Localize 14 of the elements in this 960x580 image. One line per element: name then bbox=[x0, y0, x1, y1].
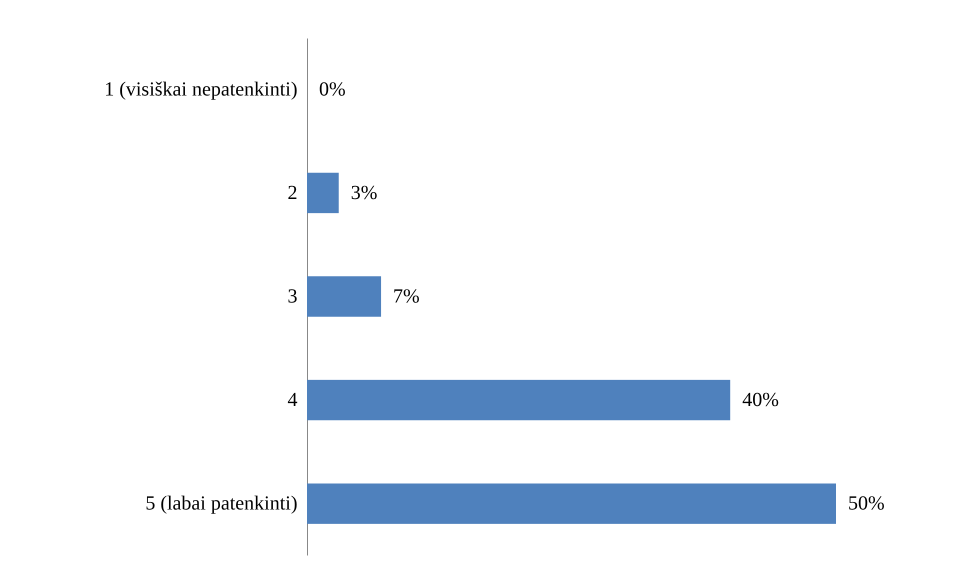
y-tick-label: 1 (visiškai nepatenkinti) bbox=[104, 78, 298, 100]
bar bbox=[307, 484, 836, 524]
bar bbox=[307, 172, 339, 214]
data-label: 7% bbox=[393, 286, 420, 308]
data-label: 0% bbox=[319, 78, 346, 100]
data-label: 50% bbox=[848, 492, 885, 515]
y-tick-label: 3 bbox=[288, 286, 298, 308]
data-label: 3% bbox=[350, 182, 378, 204]
bar bbox=[307, 276, 382, 317]
y-tick-label: 4 bbox=[288, 389, 298, 412]
y-tick-label: 2 bbox=[288, 182, 298, 204]
y-tick-label: 5 (labai patenkinti) bbox=[145, 492, 298, 515]
data-label: 40% bbox=[742, 389, 779, 412]
bar bbox=[307, 380, 730, 420]
